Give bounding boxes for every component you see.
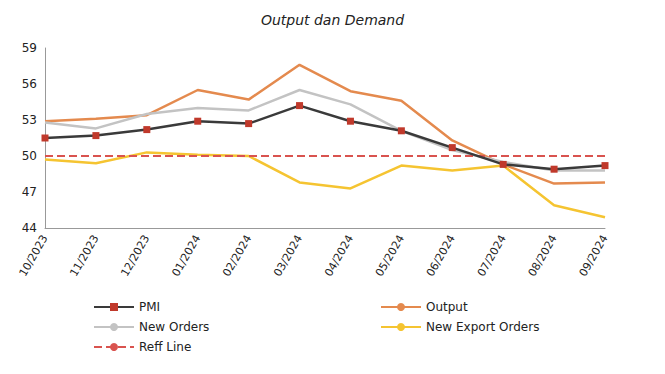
- svg-text:59: 59: [22, 41, 37, 55]
- svg-text:New Export Orders: New Export Orders: [426, 320, 539, 334]
- svg-text:Output: Output: [426, 300, 468, 314]
- svg-text:44: 44: [22, 221, 37, 235]
- svg-text:08/2024: 08/2024: [526, 233, 560, 279]
- svg-text:53: 53: [22, 113, 37, 127]
- svg-text:56: 56: [22, 77, 37, 91]
- svg-text:05/2024: 05/2024: [373, 233, 407, 279]
- svg-text:07/2024: 07/2024: [475, 233, 509, 279]
- svg-text:PMI: PMI: [139, 300, 160, 314]
- svg-text:Output dan Demand: Output dan Demand: [261, 12, 404, 28]
- svg-text:50: 50: [22, 149, 37, 163]
- svg-text:New Orders: New Orders: [139, 320, 209, 334]
- svg-text:01/2024: 01/2024: [169, 233, 203, 279]
- svg-text:04/2024: 04/2024: [322, 233, 356, 279]
- svg-text:06/2024: 06/2024: [424, 233, 458, 279]
- svg-text:10/2023: 10/2023: [17, 233, 51, 279]
- svg-text:09/2024: 09/2024: [577, 233, 611, 279]
- svg-text:03/2024: 03/2024: [271, 233, 305, 279]
- svg-text:12/2023: 12/2023: [118, 233, 152, 279]
- svg-text:47: 47: [22, 185, 37, 199]
- svg-text:11/2023: 11/2023: [67, 233, 101, 279]
- svg-text:02/2024: 02/2024: [220, 233, 254, 279]
- svg-text:Reff Line: Reff Line: [139, 340, 191, 354]
